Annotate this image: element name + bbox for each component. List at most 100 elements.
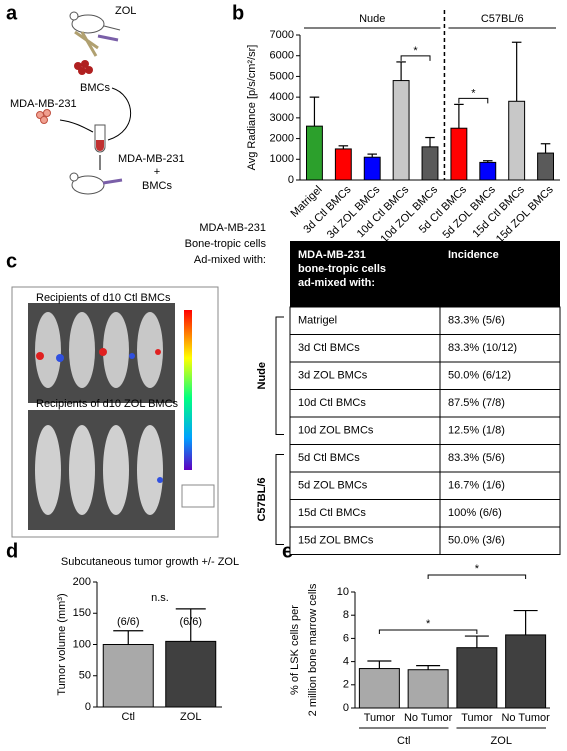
significance-bracket — [458, 97, 489, 104]
cells — [78, 67, 86, 75]
annotation: (6/6) — [117, 616, 140, 628]
y-tick-label: 200 — [73, 576, 91, 588]
significance-label: * — [475, 563, 480, 575]
table-header-text: Incidence — [448, 249, 499, 261]
cells — [40, 116, 48, 124]
table-row — [289, 526, 561, 555]
y-tick-label: 10 — [337, 586, 349, 598]
bone — [80, 31, 98, 57]
syringe — [102, 178, 123, 185]
bar — [165, 640, 217, 708]
x-tick-label: Tumor — [364, 712, 396, 724]
diagram-label: ZOL — [115, 5, 136, 17]
diagram: ZOL BMCs MDA-MB-231 MDA-MB-231 + BMCs — [10, 5, 185, 195]
signal — [56, 354, 64, 362]
bar — [407, 669, 449, 709]
table-row — [289, 416, 561, 445]
significance-bracket — [400, 55, 431, 61]
tube-content — [96, 140, 104, 151]
annotation: n.s. — [151, 592, 169, 604]
significance-label: * — [471, 87, 476, 99]
table-header-text: MDA-MB-231 — [298, 249, 366, 261]
bar — [508, 100, 526, 181]
table-row — [289, 361, 561, 390]
diagram-label: BMCs — [142, 180, 172, 192]
table-row — [289, 499, 561, 528]
y-tick-label: 4 — [343, 656, 349, 668]
table-header-text: ad-mixed with: — [298, 277, 375, 289]
photo-label: Recipients of d10 ZOL BMCs — [36, 398, 179, 410]
group-label: C57BL/6 — [481, 13, 524, 25]
table-cell: Matrigel — [298, 315, 337, 327]
y-tick-label: 2 — [343, 679, 349, 691]
mouse — [137, 312, 163, 388]
table-row — [289, 389, 561, 418]
diagram-label: + — [154, 166, 160, 178]
panel-letter: e — [282, 540, 293, 562]
y-axis-label: Avg Radiance [p/s/cm²/sr] — [246, 45, 258, 171]
y-tick-label: 0 — [288, 174, 294, 186]
mouse-ear — [69, 11, 79, 21]
group-bracket — [275, 316, 284, 435]
annotation: (6/6) — [179, 616, 202, 628]
bar — [479, 161, 497, 181]
y-tick-label: 6 — [343, 632, 349, 644]
group-label: C57BL/6 — [256, 477, 268, 521]
bar — [392, 80, 410, 181]
table-cell: 83.3% (5/6) — [448, 452, 505, 464]
cells — [85, 66, 93, 74]
y-tick-label: 2000 — [270, 132, 294, 144]
mouse — [103, 425, 129, 515]
table-row — [289, 334, 561, 363]
y-tick-label: 0 — [343, 702, 349, 714]
table-row — [289, 471, 561, 500]
signal — [129, 353, 135, 359]
panel-letter: d — [6, 540, 18, 562]
imaging-photo: Recipients of d10 Ctl BMCs Recipients of… — [11, 286, 219, 538]
y-tick-label: 50 — [79, 670, 91, 682]
mouse — [35, 425, 61, 515]
y-tick-label: 150 — [73, 607, 91, 619]
table-cell: 10d Ctl BMCs — [298, 397, 366, 409]
bar — [537, 152, 554, 181]
table-cell: 15d Ctl BMCs — [298, 507, 366, 519]
signal — [157, 477, 163, 483]
bar — [306, 125, 323, 181]
cells — [81, 60, 89, 68]
group-label: Nude — [359, 13, 385, 25]
diagram-label: BMCs — [80, 82, 110, 94]
table-cell: 100% (6/6) — [448, 507, 502, 519]
y-tick-label: 6000 — [270, 50, 294, 62]
diagram-label: MDA-MB-231 — [118, 153, 185, 165]
table-cell: 3d Ctl BMCs — [298, 342, 360, 354]
mouse — [69, 312, 95, 388]
table-cell: 12.5% (1/8) — [448, 425, 505, 437]
x-tick-label: Ctl — [122, 711, 135, 723]
x-tick-label: Tumor — [461, 712, 493, 724]
bar — [450, 127, 468, 181]
group-bracket — [275, 454, 284, 545]
y-tick-label: 8 — [343, 609, 349, 621]
photo-label: Recipients of d10 Ctl BMCs — [36, 292, 171, 304]
chart-title: Subcutaneous tumor growth +/- ZOL — [61, 556, 239, 568]
significance-bracket — [378, 629, 478, 634]
color-bar — [184, 310, 192, 470]
table-cell: 5d ZOL BMCs — [298, 480, 368, 492]
bar — [421, 146, 439, 181]
table-cell: 83.3% (5/6) — [448, 315, 505, 327]
table-cell: 83.3% (10/12) — [448, 342, 517, 354]
table-cell: 50.0% (3/6) — [448, 535, 505, 547]
signal — [36, 352, 44, 360]
bar — [456, 647, 498, 709]
table-cell: 3d ZOL BMCs — [298, 370, 368, 382]
signal — [155, 349, 161, 355]
bar — [334, 148, 352, 181]
y-tick-label: 100 — [73, 638, 91, 650]
table-cell: 87.5% (7/8) — [448, 397, 505, 409]
significance-label: * — [426, 618, 431, 630]
bar — [358, 668, 400, 709]
mouse-ear — [69, 172, 79, 182]
table-cell: 5d Ctl BMCs — [298, 452, 360, 464]
bar — [102, 644, 154, 708]
